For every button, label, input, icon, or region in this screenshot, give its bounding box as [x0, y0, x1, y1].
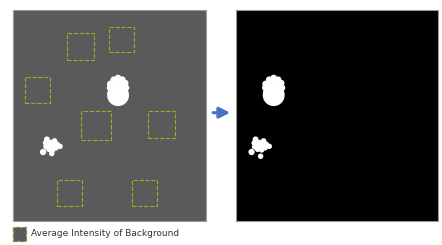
Ellipse shape	[271, 75, 277, 81]
Bar	[57, 181, 83, 206]
Ellipse shape	[51, 143, 57, 149]
Ellipse shape	[107, 84, 114, 91]
Ellipse shape	[273, 83, 281, 90]
Ellipse shape	[262, 81, 269, 87]
Bar	[25, 77, 50, 102]
Ellipse shape	[268, 89, 275, 97]
Ellipse shape	[263, 84, 285, 106]
Ellipse shape	[53, 145, 59, 150]
Ellipse shape	[259, 147, 264, 153]
Ellipse shape	[255, 147, 260, 152]
Ellipse shape	[107, 89, 114, 96]
Ellipse shape	[266, 93, 273, 99]
Ellipse shape	[118, 93, 125, 99]
Bar	[80, 111, 111, 140]
Ellipse shape	[261, 138, 267, 144]
Text: Average Intensity of Background: Average Intensity of Background	[31, 230, 179, 238]
Ellipse shape	[110, 87, 117, 94]
Ellipse shape	[118, 83, 125, 90]
Ellipse shape	[114, 94, 122, 101]
Ellipse shape	[262, 84, 269, 91]
Ellipse shape	[107, 81, 114, 87]
Bar	[110, 27, 134, 52]
Ellipse shape	[111, 83, 118, 90]
Ellipse shape	[122, 84, 130, 91]
Ellipse shape	[46, 142, 53, 149]
Ellipse shape	[277, 89, 284, 96]
Ellipse shape	[43, 140, 48, 146]
Ellipse shape	[266, 87, 272, 94]
Ellipse shape	[46, 147, 52, 152]
Ellipse shape	[267, 144, 272, 149]
Ellipse shape	[248, 149, 255, 155]
Ellipse shape	[263, 142, 269, 147]
Ellipse shape	[119, 76, 126, 83]
Ellipse shape	[50, 147, 55, 153]
Ellipse shape	[266, 76, 273, 83]
Ellipse shape	[122, 89, 128, 96]
Ellipse shape	[114, 81, 122, 87]
Ellipse shape	[110, 76, 117, 83]
Ellipse shape	[54, 142, 60, 147]
Ellipse shape	[266, 83, 274, 90]
Bar	[236, 10, 438, 220]
Ellipse shape	[274, 93, 281, 99]
Ellipse shape	[278, 80, 285, 86]
Ellipse shape	[107, 84, 129, 106]
Ellipse shape	[271, 81, 277, 87]
Ellipse shape	[257, 140, 263, 145]
Ellipse shape	[116, 89, 123, 97]
Ellipse shape	[44, 136, 50, 142]
Ellipse shape	[275, 76, 282, 83]
Ellipse shape	[57, 144, 63, 149]
Ellipse shape	[253, 136, 259, 142]
Ellipse shape	[119, 87, 126, 94]
Ellipse shape	[271, 89, 279, 97]
Ellipse shape	[278, 84, 285, 91]
Ellipse shape	[40, 149, 46, 155]
Bar	[133, 181, 157, 206]
Ellipse shape	[255, 142, 262, 149]
Ellipse shape	[122, 80, 129, 86]
Bar	[148, 111, 175, 138]
Ellipse shape	[52, 138, 57, 144]
Ellipse shape	[252, 144, 257, 149]
Ellipse shape	[263, 89, 270, 96]
Ellipse shape	[43, 144, 49, 149]
Ellipse shape	[49, 140, 55, 146]
Ellipse shape	[48, 140, 53, 145]
Ellipse shape	[262, 145, 268, 150]
Ellipse shape	[49, 151, 54, 156]
Ellipse shape	[274, 87, 281, 94]
Ellipse shape	[112, 89, 120, 97]
Ellipse shape	[257, 140, 264, 146]
Bar	[13, 227, 26, 241]
Ellipse shape	[259, 143, 266, 149]
Ellipse shape	[114, 75, 122, 81]
Ellipse shape	[258, 154, 263, 159]
Bar	[13, 10, 206, 220]
Ellipse shape	[110, 93, 118, 99]
Ellipse shape	[271, 94, 277, 101]
Ellipse shape	[251, 140, 257, 146]
Bar	[67, 33, 94, 60]
